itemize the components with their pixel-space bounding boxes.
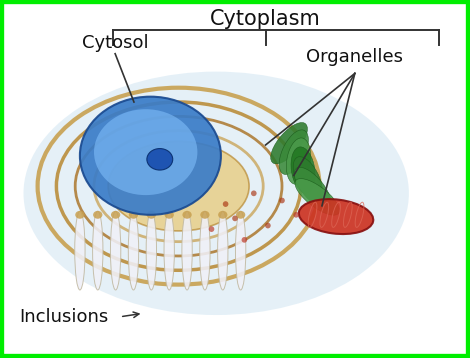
Ellipse shape [218,211,227,219]
Ellipse shape [75,211,85,219]
Ellipse shape [182,211,192,219]
Ellipse shape [235,211,246,290]
Text: Cytoplasm: Cytoplasm [210,9,321,29]
Ellipse shape [147,149,173,170]
Ellipse shape [75,211,85,290]
Ellipse shape [128,211,139,290]
Ellipse shape [295,179,339,215]
Ellipse shape [218,211,228,290]
Ellipse shape [294,167,331,209]
Text: Cytosol: Cytosol [82,34,149,52]
Ellipse shape [293,212,299,218]
Ellipse shape [279,130,308,174]
Ellipse shape [286,138,311,184]
Ellipse shape [299,199,373,234]
Ellipse shape [164,211,174,290]
Ellipse shape [291,147,315,193]
Ellipse shape [242,237,247,243]
Ellipse shape [164,211,174,219]
Ellipse shape [24,72,409,315]
Ellipse shape [279,198,285,203]
Ellipse shape [80,97,221,215]
Ellipse shape [200,211,210,290]
Ellipse shape [93,211,103,290]
Ellipse shape [110,211,121,290]
Ellipse shape [209,226,214,232]
Ellipse shape [146,211,157,290]
Ellipse shape [94,109,197,195]
Ellipse shape [93,211,102,219]
Ellipse shape [111,211,120,219]
Ellipse shape [251,190,257,196]
Ellipse shape [108,141,249,231]
Ellipse shape [271,122,307,164]
Text: Organelles: Organelles [306,48,403,66]
Ellipse shape [200,211,210,219]
Ellipse shape [265,223,271,228]
Ellipse shape [147,211,156,219]
Ellipse shape [182,211,192,290]
Ellipse shape [236,211,245,219]
Ellipse shape [223,201,228,207]
Ellipse shape [129,211,138,219]
Ellipse shape [293,157,322,201]
Ellipse shape [232,216,238,221]
Text: Inclusions: Inclusions [19,308,108,326]
